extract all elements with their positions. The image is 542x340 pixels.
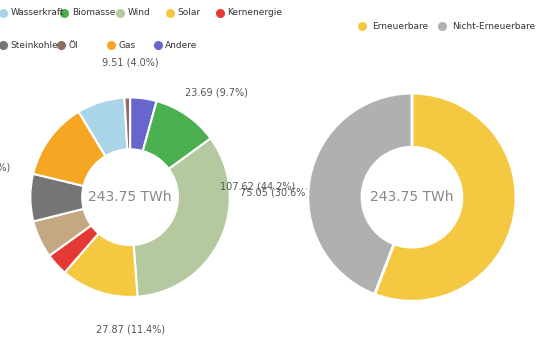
Text: 23.69 (9.7%): 23.69 (9.7%) [185,87,248,98]
Text: 27.97 (11.5%): 27.97 (11.5%) [0,162,10,172]
Wedge shape [130,98,157,151]
Text: Biomasse: Biomasse [72,8,115,17]
Text: 243.75 TWh: 243.75 TWh [88,190,172,204]
Text: 27.87 (11.4%): 27.87 (11.4%) [95,325,165,335]
Text: Erneuerbare: Erneuerbare [372,21,429,31]
Text: 107.62 (44.2%): 107.62 (44.2%) [220,182,295,192]
Text: Gas: Gas [119,40,136,50]
Wedge shape [30,174,83,221]
Text: Wasserkraft: Wasserkraft [10,8,64,17]
Text: Solar: Solar [177,8,200,17]
Wedge shape [49,225,99,272]
Text: Kernenergie: Kernenergie [227,8,282,17]
Wedge shape [33,112,105,186]
Text: Nicht-Erneuerbare: Nicht-Erneuerbare [452,21,535,31]
Wedge shape [375,93,516,301]
Wedge shape [143,101,211,169]
Text: 75.05 (30.6%): 75.05 (30.6%) [240,187,309,197]
Wedge shape [125,98,130,149]
Wedge shape [64,233,138,297]
Text: Steinkohle: Steinkohle [10,40,58,50]
Text: 9.51 (4.0%): 9.51 (4.0%) [102,57,158,68]
Wedge shape [33,209,91,256]
Wedge shape [79,98,127,156]
Text: 243.75 TWh: 243.75 TWh [370,190,454,204]
Text: Andere: Andere [165,40,198,50]
Wedge shape [134,138,230,297]
Text: Wind: Wind [127,8,150,17]
Text: Öl: Öl [69,40,79,50]
Wedge shape [308,93,412,294]
